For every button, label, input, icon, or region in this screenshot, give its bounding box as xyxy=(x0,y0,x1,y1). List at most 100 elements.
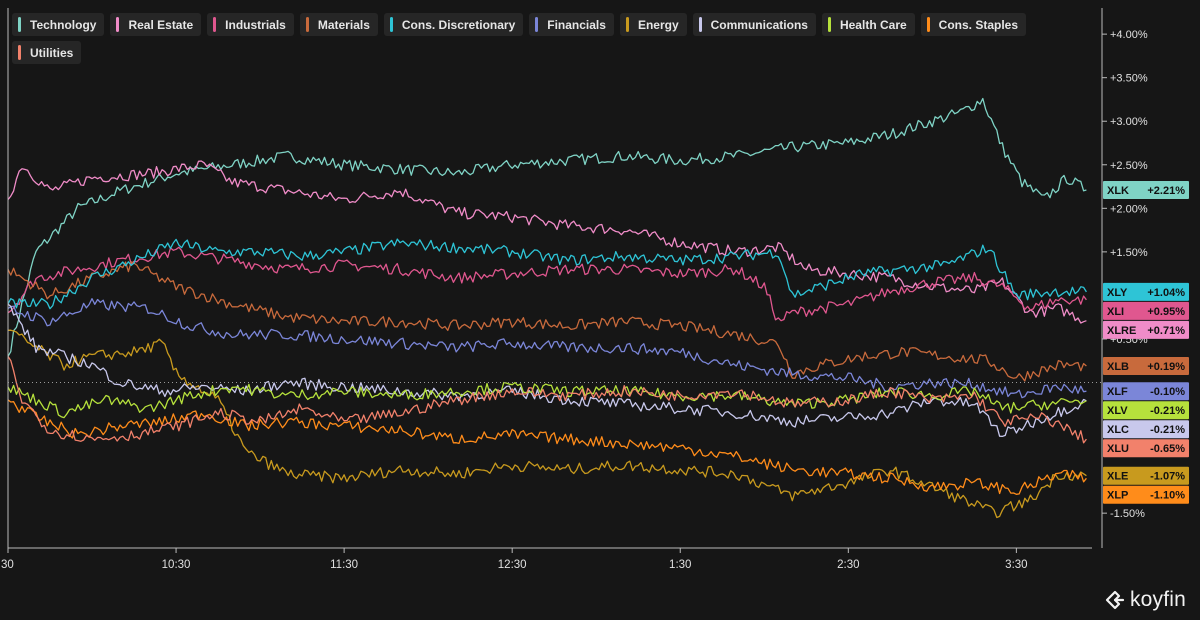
series-line-xlb xyxy=(7,261,1087,382)
legend-swatch xyxy=(18,45,21,60)
legend-label: Cons. Staples xyxy=(938,17,1019,32)
y-tick-label: +2.00% xyxy=(1110,203,1148,215)
legend-item[interactable]: Industrials xyxy=(207,13,294,36)
last-value-tags: XLK +2.21% XLY +1.04% XLI +0.95% XLRE +0.71% XLB… xyxy=(1103,181,1189,504)
y-tick-label: +1.50% xyxy=(1110,247,1148,259)
value-tag-value: -0.21% xyxy=(1150,405,1185,417)
legend-swatch xyxy=(18,17,21,32)
legend-item[interactable]: Real Estate xyxy=(110,13,202,36)
legend-item[interactable]: Cons. Discretionary xyxy=(383,13,524,36)
legend-swatch xyxy=(305,17,309,32)
y-tick-label: -1.50% xyxy=(1110,508,1145,520)
series-line-xlp xyxy=(7,399,1087,495)
value-tag-ticker: XLI xyxy=(1107,306,1124,318)
legend-label: Communications xyxy=(710,17,808,32)
value-tag-xlv: XLV -0.21% xyxy=(1103,401,1189,420)
value-tag-xly: XLY +1.04% xyxy=(1103,282,1189,301)
value-tag-bg xyxy=(1103,420,1189,439)
value-tag-xle: XLE -1.07% xyxy=(1103,466,1189,485)
value-tag-value: +0.71% xyxy=(1147,325,1185,337)
value-tag-value: -0.65% xyxy=(1150,443,1185,455)
value-tag-ticker: XLP xyxy=(1107,490,1128,502)
legend-item[interactable]: Communications xyxy=(692,13,816,36)
value-tag-ticker: XLV xyxy=(1107,405,1128,417)
legend-item[interactable]: Utilities xyxy=(12,41,82,64)
value-tag-ticker: XLF xyxy=(1107,386,1128,398)
value-tag-xlb: XLB +0.19% xyxy=(1103,356,1189,375)
value-tag-xlc: XLC -0.21% xyxy=(1103,420,1189,439)
legend-swatch xyxy=(625,17,629,32)
value-tag-value: -1.07% xyxy=(1150,471,1185,483)
legend-label: Real Estate xyxy=(128,17,194,32)
value-tag-value: +1.04% xyxy=(1147,287,1185,299)
value-tag-bg xyxy=(1103,181,1189,200)
value-tag-xlf: XLF -0.10% xyxy=(1103,382,1189,401)
legend-label: Energy xyxy=(637,17,679,32)
koyfin-logo-icon xyxy=(1105,590,1125,610)
legend: Technology Real Estate Industrials Material… xyxy=(12,13,1092,64)
series-lines xyxy=(7,97,1087,519)
value-tag-bg xyxy=(1103,320,1189,339)
legend-item[interactable]: Technology xyxy=(12,13,105,36)
value-tag-ticker: XLC xyxy=(1107,424,1129,436)
legend-swatch xyxy=(926,17,930,32)
value-tag-ticker: XLK xyxy=(1107,185,1129,197)
x-tick-label: 10:30 xyxy=(162,559,191,571)
legend-item[interactable]: Energy xyxy=(619,13,687,36)
y-tick-label: +3.50% xyxy=(1110,73,1148,85)
legend-label: Utilities xyxy=(30,45,74,60)
series-line-xlf xyxy=(7,298,1087,399)
series-line-xlu xyxy=(7,356,1087,444)
brand-logo: koyfin xyxy=(1104,588,1186,612)
value-tag-bg xyxy=(1103,485,1189,504)
legend-item[interactable]: Health Care xyxy=(821,13,915,36)
value-tag-ticker: XLE xyxy=(1107,471,1128,483)
legend-label: Industrials xyxy=(225,17,286,32)
value-tag-value: +0.95% xyxy=(1147,306,1185,318)
value-tag-ticker: XLY xyxy=(1107,287,1128,299)
y-tick-label: +2.50% xyxy=(1110,160,1148,172)
series-line-xlk xyxy=(7,97,1087,357)
series-line-xly xyxy=(7,238,1087,310)
value-tag-xlk: XLK +2.21% xyxy=(1103,181,1189,200)
x-tick-label: 30 xyxy=(1,559,14,571)
value-tag-bg xyxy=(1103,301,1189,320)
brand-name: koyfin xyxy=(1129,588,1186,611)
value-tag-value: -0.21% xyxy=(1150,424,1185,436)
value-tag-xlre: XLRE +0.71% xyxy=(1103,320,1189,339)
value-tag-ticker: XLU xyxy=(1107,443,1129,455)
value-tag-value: +2.21% xyxy=(1147,185,1185,197)
value-tag-bg xyxy=(1103,466,1189,485)
value-tag-xlp: XLP -1.10% xyxy=(1103,485,1189,504)
value-tag-bg xyxy=(1103,401,1189,420)
legend-swatch xyxy=(827,17,831,32)
y-tick-label: +3.00% xyxy=(1110,116,1148,128)
series-line-xlre xyxy=(7,160,1087,324)
legend-swatch xyxy=(213,17,217,32)
x-tick-label: 1:30 xyxy=(669,559,691,571)
x-tick-label: 3:30 xyxy=(1005,559,1027,571)
legend-item[interactable]: Materials xyxy=(299,13,378,36)
value-tag-bg xyxy=(1103,282,1189,301)
value-tag-bg xyxy=(1103,356,1189,375)
value-tag-bg xyxy=(1103,439,1189,458)
x-tick-label: 11:30 xyxy=(330,559,358,571)
series-line-xli xyxy=(7,246,1087,322)
legend-item[interactable]: Financials xyxy=(529,13,614,36)
legend-item[interactable]: Cons. Staples xyxy=(920,13,1027,36)
legend-label: Cons. Discretionary xyxy=(401,17,516,32)
value-tag-xlu: XLU -0.65% xyxy=(1103,439,1189,458)
value-tag-value: -1.10% xyxy=(1150,490,1185,502)
value-tag-value: -0.10% xyxy=(1150,386,1185,398)
legend-swatch xyxy=(698,17,702,32)
value-tag-ticker: XLRE xyxy=(1107,325,1136,337)
value-tag-bg xyxy=(1103,382,1189,401)
legend-swatch xyxy=(116,17,120,32)
value-tag-ticker: XLB xyxy=(1107,361,1129,373)
legend-label: Health Care xyxy=(839,17,907,32)
legend-swatch xyxy=(535,17,539,32)
series-line-xlc xyxy=(7,303,1087,438)
value-tag-value: +0.19% xyxy=(1147,361,1185,373)
axes: +4.00%+3.50%+3.00%+2.50%+2.00%+1.50%+0.5… xyxy=(1,8,1148,571)
